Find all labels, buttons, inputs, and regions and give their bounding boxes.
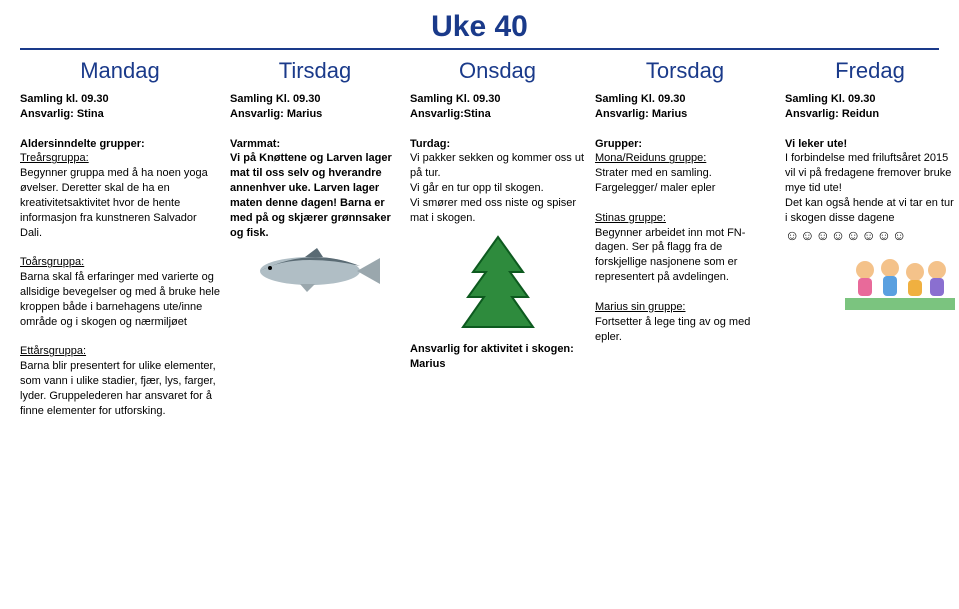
- day-mon: Mandag: [20, 56, 220, 92]
- wed-p1: Vi pakker sekken og kommer oss ut på tur…: [410, 152, 584, 179]
- mon-samling-time: Samling kl. 09.30: [20, 93, 109, 105]
- wed-samling-time: Samling Kl. 09.30: [410, 93, 500, 105]
- wed-samling-resp: Ansvarlig:Stina: [410, 108, 491, 120]
- day-fri: Fredag: [785, 56, 955, 92]
- tue-samling-time: Samling Kl. 09.30: [230, 93, 320, 105]
- fri-p1: I forbindelse med friluftsåret 2015 vil …: [785, 152, 951, 194]
- wed-samling: Samling Kl. 09.30 Ansvarlig:Stina: [410, 92, 585, 122]
- thu-g1-title: Mona/Reiduns gruppe:: [595, 152, 706, 164]
- tue-h1: Varmmat:: [230, 138, 280, 150]
- fri-h1: Vi leker ute!: [785, 138, 847, 150]
- day-tue: Tirsdag: [230, 56, 400, 92]
- fri-samling-resp: Ansvarlig: Reidun: [785, 108, 879, 120]
- kids-image: [785, 250, 955, 315]
- mon-g2-text: Barna skal få erfaringer med varierte og…: [20, 271, 220, 328]
- thu-g2-text: Begynner arbeidet inn mot FN-dagen. Ser …: [595, 227, 745, 284]
- page-title: Uke 40: [20, 10, 939, 44]
- mon-samling-resp: Ansvarlig: Stina: [20, 108, 104, 120]
- wed-p2: Vi går en tur opp til skogen.: [410, 182, 544, 194]
- mon-h1: Aldersinndelte grupper:: [20, 138, 145, 150]
- wed-resp: Ansvarlig for aktivitet i skogen: Marius: [410, 343, 574, 370]
- thu-g3-text: Fortsetter å lege ting av og med epler.: [595, 316, 750, 343]
- thu-samling-time: Samling Kl. 09.30: [595, 93, 685, 105]
- fish-image: [230, 246, 400, 301]
- mon-g1-text: Begynner gruppa med å ha noen yoga øvels…: [20, 167, 208, 238]
- mon-samling: Samling kl. 09.30 Ansvarlig: Stina: [20, 92, 220, 122]
- thu-content: Grupper: Mona/Reiduns gruppe: Strater me…: [595, 122, 775, 419]
- thu-g3-title: Marius sin gruppe:: [595, 301, 686, 313]
- tree-image: [410, 232, 585, 337]
- fri-p2: Det kan også hende at vi tar en tur i sk…: [785, 197, 954, 224]
- wed-p3: Vi smører med oss niste og spiser mat i …: [410, 197, 576, 224]
- fri-samling: Samling Kl. 09.30 Ansvarlig: Reidun: [785, 92, 955, 122]
- tue-samling-resp: Ansvarlig: Marius: [230, 108, 322, 120]
- tue-samling: Samling Kl. 09.30 Ansvarlig: Marius: [230, 92, 400, 122]
- mon-g1-title: Treårsgruppa:: [20, 152, 89, 164]
- thu-h1: Grupper:: [595, 138, 642, 150]
- wed-content: Turdag: Vi pakker sekken og kommer oss u…: [410, 122, 585, 419]
- tue-content: Varmmat: Vi på Knøttene og Larven lager …: [230, 122, 400, 419]
- wed-h1: Turdag:: [410, 138, 450, 150]
- fri-content: Vi leker ute! I forbindelse med frilufts…: [785, 122, 955, 419]
- thu-samling: Samling Kl. 09.30 Ansvarlig: Marius: [595, 92, 775, 122]
- day-wed: Onsdag: [410, 56, 585, 92]
- thu-g1-t1: Strater med en samling.: [595, 167, 712, 179]
- tue-text: Vi på Knøttene og Larven lager mat til o…: [230, 152, 392, 238]
- thu-g2-title: Stinas gruppe:: [595, 212, 666, 224]
- day-thu: Torsdag: [595, 56, 775, 92]
- thu-samling-resp: Ansvarlig: Marius: [595, 108, 687, 120]
- mon-g2-title: Toårsgruppa:: [20, 256, 84, 268]
- title-rule: [20, 48, 939, 50]
- thu-g1-t2: Fargelegger/ maler epler: [595, 182, 715, 194]
- mon-g3-text: Barna blir presentert for ulike elemente…: [20, 360, 216, 417]
- mon-g3-title: Ettårsgruppa:: [20, 345, 86, 357]
- fri-smileys: ☺☺☺☺☺☺☺☺: [785, 227, 907, 243]
- mon-content: Aldersinndelte grupper: Treårsgruppa: Be…: [20, 122, 220, 419]
- fri-samling-time: Samling Kl. 09.30: [785, 93, 875, 105]
- week-grid: Mandag Tirsdag Onsdag Torsdag Fredag Sam…: [20, 56, 939, 419]
